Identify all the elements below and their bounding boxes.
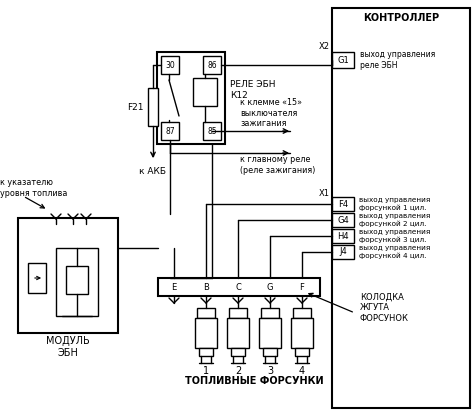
Text: 30: 30 — [165, 60, 175, 70]
Bar — [56, 248, 98, 316]
Text: F4: F4 — [338, 199, 348, 208]
Bar — [197, 308, 215, 318]
Bar — [203, 56, 221, 74]
Text: МОДУЛЬ
ЭБН: МОДУЛЬ ЭБН — [46, 336, 90, 358]
Text: B: B — [203, 282, 209, 291]
Bar — [332, 52, 354, 68]
Text: КОНТРОЛЛЕР: КОНТРОЛЛЕР — [363, 13, 439, 23]
Bar — [158, 278, 320, 296]
Bar — [199, 348, 213, 356]
Bar — [332, 245, 354, 259]
Text: выход управления
форсункой 3 цил.: выход управления форсункой 3 цил. — [359, 229, 430, 243]
Text: G: G — [267, 282, 273, 291]
Text: J4: J4 — [339, 248, 347, 256]
Bar — [195, 318, 217, 348]
Bar — [203, 122, 221, 140]
Text: ТОПЛИВНЫЕ ФОРСУНКИ: ТОПЛИВНЫЕ ФОРСУНКИ — [185, 376, 323, 386]
Text: выход управления
форсункой 2 цил.: выход управления форсункой 2 цил. — [359, 213, 430, 227]
Text: F21: F21 — [128, 103, 144, 111]
Text: 86: 86 — [207, 60, 217, 70]
Text: 85: 85 — [207, 126, 217, 136]
Bar — [66, 266, 88, 294]
Bar — [332, 229, 354, 243]
Text: X2: X2 — [319, 42, 330, 50]
Bar — [161, 122, 179, 140]
Text: G1: G1 — [337, 55, 349, 65]
Text: 87: 87 — [165, 126, 175, 136]
Text: X1: X1 — [319, 188, 330, 198]
Text: к главному реле
(реле зажигания): к главному реле (реле зажигания) — [240, 155, 315, 175]
Bar — [148, 88, 158, 126]
Bar — [261, 308, 279, 318]
Bar — [332, 213, 354, 227]
Text: выход управления
форсункой 1 цил.: выход управления форсункой 1 цил. — [359, 197, 430, 211]
Bar — [293, 308, 311, 318]
Text: F: F — [300, 282, 304, 291]
Text: C: C — [235, 282, 241, 291]
Text: 1: 1 — [203, 366, 209, 376]
Text: выход управления
реле ЭБН: выход управления реле ЭБН — [360, 50, 435, 70]
Bar — [263, 348, 277, 356]
Bar — [332, 197, 354, 211]
Bar — [161, 56, 179, 74]
Text: к клемме «15»
выключателя
зажигания: к клемме «15» выключателя зажигания — [240, 98, 302, 128]
Text: РЕЛЕ ЭБН
К12: РЕЛЕ ЭБН К12 — [230, 80, 275, 100]
Bar — [229, 308, 247, 318]
Bar — [18, 218, 118, 333]
Bar — [28, 263, 46, 293]
Text: выход управления
форсункой 4 цил.: выход управления форсункой 4 цил. — [359, 245, 430, 259]
Text: 2: 2 — [235, 366, 241, 376]
Bar — [295, 348, 309, 356]
Bar — [227, 318, 249, 348]
Text: к АКБ: к АКБ — [139, 166, 166, 176]
Text: H4: H4 — [337, 231, 349, 241]
Text: E: E — [172, 282, 177, 291]
Text: КОЛОДКА
ЖГУТА
ФОРСУНОК: КОЛОДКА ЖГУТА ФОРСУНОК — [360, 293, 409, 323]
Text: к указателю
уровня топлива: к указателю уровня топлива — [0, 178, 67, 198]
Text: 4: 4 — [299, 366, 305, 376]
Bar — [231, 348, 245, 356]
Bar — [157, 52, 225, 144]
Bar — [332, 8, 470, 408]
Bar — [259, 318, 281, 348]
Bar — [193, 78, 217, 106]
Bar — [291, 318, 313, 348]
Text: 3: 3 — [267, 366, 273, 376]
Text: G4: G4 — [337, 216, 349, 224]
